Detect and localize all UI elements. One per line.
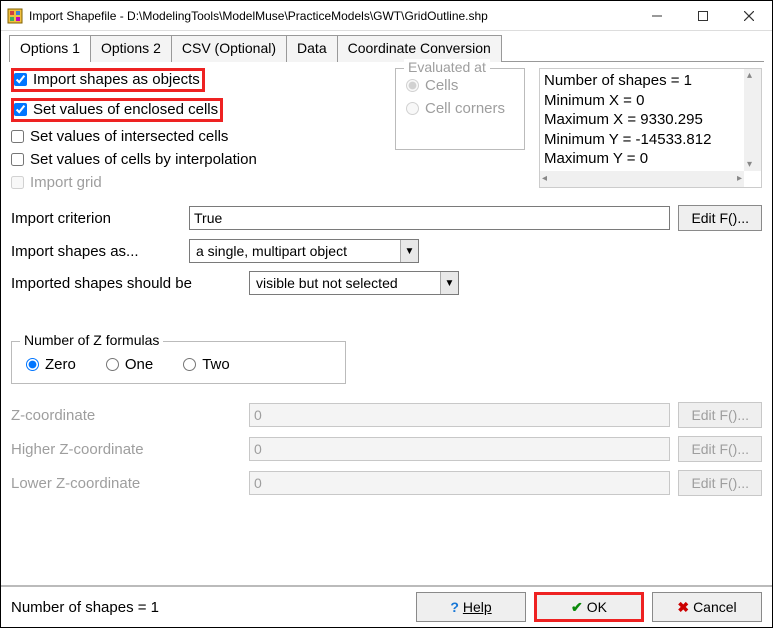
edit-f-higher-z-button: Edit F()... [678,436,762,462]
lower-z-label: Lower Z-coordinate [11,475,241,492]
close-button[interactable] [726,1,772,30]
info-line-1: Minimum X = 0 [544,91,757,111]
radio-zero[interactable]: Zero [26,356,76,373]
radio-corners-input [406,102,419,115]
edit-f-z-button: Edit F()... [678,402,762,428]
import-shapes-as-value: a single, multipart object [190,243,400,259]
edit-f-criterion-button[interactable]: Edit F()... [678,205,762,231]
import-criterion-label: Import criterion [11,210,181,227]
info-line-0: Number of shapes = 1 [544,71,757,91]
help-button[interactable]: ? Help [416,592,526,622]
checkbox-interp-input[interactable] [11,153,24,166]
evaluated-at-group: Evaluated at Cells Cell corners [395,68,525,150]
tab-options-1[interactable]: Options 1 [9,35,91,62]
checkbox-intersected-input[interactable] [11,130,24,143]
checkbox-import-grid-input [11,176,24,189]
checkbox-import-grid: Import grid [11,174,102,191]
radio-cells: Cells [406,77,458,94]
window-controls [634,1,772,30]
edit-f-lower-z-button: Edit F()... [678,470,762,496]
tab-data[interactable]: Data [286,35,338,62]
titlebar: Import Shapefile - D:\ModelingTools\Mode… [1,1,772,31]
ok-button[interactable]: ✔ OK [534,592,644,622]
checkbox-intersected-label: Set values of intersected cells [30,128,228,145]
info-hscrollbar[interactable] [540,171,744,187]
tab-csv[interactable]: CSV (Optional) [171,35,287,62]
checkbox-import-grid-label: Import grid [30,174,102,191]
maximize-button[interactable] [680,1,726,30]
z-formulas-group: Number of Z formulas Zero One Two [11,341,346,384]
checkbox-interp[interactable]: Set values of cells by interpolation [11,151,257,168]
radio-corners-label: Cell corners [425,100,505,117]
evaluated-at-legend: Evaluated at [404,59,490,75]
radio-cells-label: Cells [425,77,458,94]
higher-z-input [249,437,670,461]
chevron-down-icon[interactable]: ▼ [440,272,458,294]
radio-one-input[interactable] [106,358,119,371]
z-coord-label: Z-coordinate [11,407,241,424]
checkbox-import-shapes-input[interactable] [14,73,27,86]
z-formulas-legend: Number of Z formulas [20,332,163,348]
should-be-value: visible but not selected [250,275,440,291]
checkbox-interp-label: Set values of cells by interpolation [30,151,257,168]
tab-coord-conv[interactable]: Coordinate Conversion [337,35,502,62]
radio-two-label: Two [202,356,230,373]
checkbox-intersected[interactable]: Set values of intersected cells [11,128,228,145]
help-icon: ? [450,599,459,615]
import-shapes-as-combo[interactable]: a single, multipart object ▼ [189,239,419,263]
app-icon [7,8,23,24]
radio-one[interactable]: One [106,356,153,373]
cancel-label: Cancel [693,599,737,615]
chevron-down-icon[interactable]: ▼ [400,240,418,262]
higher-z-label: Higher Z-coordinate [11,441,241,458]
tabstrip: Options 1 Options 2 CSV (Optional) Data … [1,31,772,62]
ok-label: OK [587,599,607,615]
import-shapes-as-label: Import shapes as... [11,243,181,260]
info-line-4: Maximum Y = 0 [544,149,757,169]
highlight-import-shapes: Import shapes as objects [11,68,205,92]
help-label: Help [463,599,492,615]
radio-zero-label: Zero [45,356,76,373]
checkbox-import-shapes-label: Import shapes as objects [33,71,200,88]
info-line-2: Maximum X = 9330.295 [544,110,757,130]
radio-two-input[interactable] [183,358,196,371]
shape-info-box: Number of shapes = 1 Minimum X = 0 Maxim… [539,68,762,188]
radio-zero-input[interactable] [26,358,39,371]
statusbar: Number of shapes = 1 ? Help ✔ OK ✖ Cance… [1,585,772,627]
z-coord-input [249,403,670,427]
should-be-combo[interactable]: visible but not selected ▼ [249,271,459,295]
checkbox-enclosed[interactable]: Set values of enclosed cells [14,101,218,118]
radio-two[interactable]: Two [183,356,230,373]
radio-one-label: One [125,356,153,373]
window-title: Import Shapefile - D:\ModelingTools\Mode… [29,9,634,23]
info-vscrollbar[interactable] [744,69,761,171]
cancel-button[interactable]: ✖ Cancel [652,592,762,622]
lower-z-input [249,471,670,495]
tab-options-2[interactable]: Options 2 [90,35,172,62]
minimize-button[interactable] [634,1,680,30]
radio-corners: Cell corners [406,100,505,117]
check-icon: ✔ [571,599,583,616]
should-be-label: Imported shapes should be [11,275,241,292]
info-line-3: Minimum Y = -14533.812 [544,130,757,150]
status-text: Number of shapes = 1 [11,599,416,616]
close-icon: ✖ [677,599,689,616]
checkbox-import-shapes[interactable]: Import shapes as objects [14,71,200,88]
highlight-enclosed: Set values of enclosed cells [11,98,223,122]
radio-cells-input [406,79,419,92]
import-criterion-input[interactable] [189,206,670,230]
content-area: Import shapes as objects Set values of e… [1,62,772,580]
checkbox-enclosed-input[interactable] [14,103,27,116]
checkbox-enclosed-label: Set values of enclosed cells [33,101,218,118]
